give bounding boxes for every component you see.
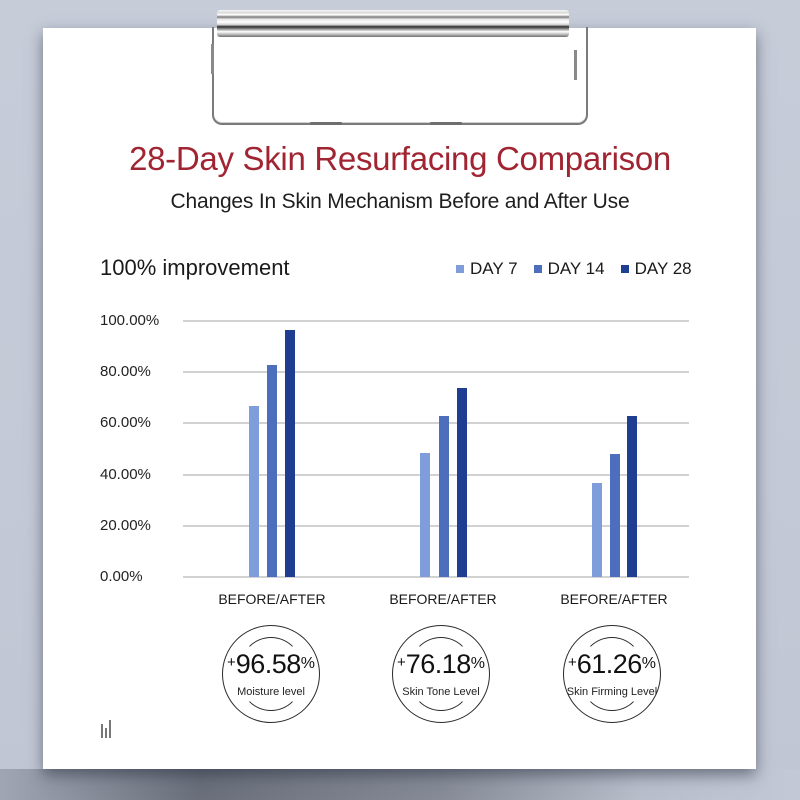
bar-day14-firming — [610, 454, 620, 577]
clip-wire-left-sleeve — [211, 44, 214, 74]
legend-swatch-icon — [533, 265, 542, 273]
y-tick: 60.00% — [100, 414, 151, 431]
bar-logo-icon — [101, 720, 113, 738]
gridline-0 — [183, 576, 689, 578]
stat-ring — [392, 625, 490, 723]
stat-arc-top — [240, 637, 302, 699]
chart-legend: DAY 7 DAY 14 DAY 28 — [456, 259, 692, 279]
bar-day14-moisture — [267, 365, 277, 577]
gridline-100 — [183, 320, 689, 322]
legend-item-day7: DAY 7 — [456, 259, 518, 279]
stat-arc-bottom — [410, 649, 472, 711]
bar-day7-firming — [592, 483, 602, 577]
legend-item-day14: DAY 14 — [533, 259, 605, 279]
bar-day28-moisture — [285, 330, 295, 577]
gridline-80 — [183, 371, 689, 373]
legend-item-day28: DAY 28 — [620, 259, 692, 279]
bar-day14-skin-tone — [439, 416, 449, 577]
clip-wire — [212, 27, 588, 125]
y-tick: 0.00% — [100, 568, 143, 585]
shadow-strip — [0, 769, 800, 800]
legend-label: DAY 28 — [634, 259, 692, 278]
y-tick: 80.00% — [100, 363, 151, 380]
stat-label: Moisture level — [237, 686, 305, 698]
page-title: 28-Day Skin Resurfacing Comparison — [129, 140, 671, 177]
legend-label: DAY 14 — [547, 259, 605, 278]
y-tick: 20.00% — [100, 517, 151, 534]
stat-arc-bottom — [240, 649, 302, 711]
clip-hinge-right — [430, 122, 462, 125]
bar-day28-firming — [627, 416, 637, 577]
legend-swatch-icon — [620, 265, 629, 273]
clip-hinge-left — [310, 122, 342, 125]
gridline-40 — [183, 474, 689, 476]
stat-value: +96.58% — [226, 649, 316, 679]
x-label: BEFORE/AFTER — [389, 591, 497, 607]
stat-badge-skin-tone: +76.18% Skin Tone Level — [392, 625, 492, 725]
clip-bar — [217, 10, 569, 37]
y-tick: 40.00% — [100, 466, 151, 483]
x-label: BEFORE/AFTER — [218, 591, 326, 607]
stat-badge-firming: +61.26% Skin Firming Level — [563, 625, 663, 725]
stat-badge-moisture: +96.58% Moisture level — [222, 625, 322, 725]
gridline-60 — [183, 422, 689, 424]
stat-arc-bottom — [581, 649, 643, 711]
stat-ring — [563, 625, 661, 723]
x-label: BEFORE/AFTER — [560, 591, 668, 607]
bar-day7-skin-tone — [420, 453, 430, 577]
page-subtitle: Changes In Skin Mechanism Before and Aft… — [170, 190, 630, 213]
stat-arc-top — [581, 637, 643, 699]
stat-value: +61.26% — [567, 649, 657, 679]
clip-wire-right-sleeve — [574, 50, 577, 80]
legend-label: DAY 7 — [470, 259, 518, 278]
stat-ring — [222, 625, 320, 723]
chart-y-caption: 100% improvement — [100, 255, 290, 280]
stat-label: Skin Tone Level — [402, 686, 480, 698]
legend-swatch-icon — [456, 265, 464, 273]
gridline-20 — [183, 525, 689, 527]
bar-day7-moisture — [249, 406, 259, 577]
bar-day28-skin-tone — [457, 388, 467, 577]
stat-label: Skin Firming Level — [566, 686, 658, 698]
y-tick: 100.00% — [100, 312, 160, 329]
stat-arc-top — [410, 637, 472, 699]
stat-value: +76.18% — [396, 649, 486, 679]
